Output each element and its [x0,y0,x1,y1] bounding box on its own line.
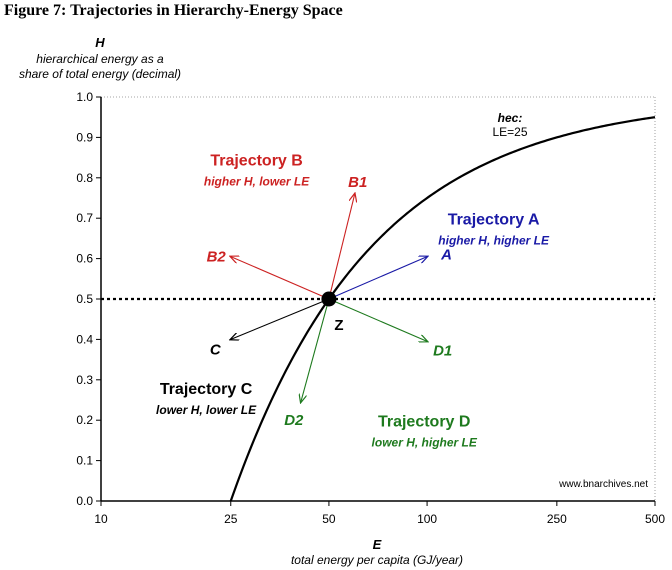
hec-curve [229,116,656,502]
x-tick-label: 500 [645,512,665,526]
arrow-d2 [301,298,330,402]
y-tick-label: 0.4 [76,332,93,346]
x-ticks: 10 25 50 100 250 500 [94,501,665,526]
trajectory-c-title: Trajectory C [160,381,253,398]
arrow-label-d1: D1 [433,342,452,359]
arrow-label-b1: B1 [348,174,367,191]
trajectory-d-subtitle: lower H, higher LE [372,435,478,449]
trajectory-b-subtitle: higher H, lower LE [204,175,310,189]
trajectory-c-subtitle: lower H, lower LE [156,403,257,417]
arrow-c [231,298,330,339]
y-axis-label-line2: share of total energy (decimal) [19,67,181,81]
x-tick-label: 250 [547,512,567,526]
arrow-label-a: A [440,247,452,264]
trajectory-arrows: A B1 B2 C D1 D2 [207,174,453,429]
trajectory-regions: Trajectory A higher H, higher LE Trajector… [156,153,550,450]
arrow-b2 [231,257,330,300]
trajectory-b-title: Trajectory B [210,153,302,170]
origin-label: Z [334,317,343,334]
x-tick-label: 25 [224,512,238,526]
origin-point-z [321,291,337,307]
arrow-d1 [328,298,427,341]
x-axis-letter: E [373,537,382,552]
trajectory-a-title: Trajectory A [448,211,540,228]
y-tick-label: 0.9 [76,130,93,144]
figure-title: Figure 7: Trajectories in Hierarchy-Ener… [4,2,343,19]
arrow-label-d2: D2 [284,412,304,429]
x-tick-label: 10 [94,512,108,526]
y-ticks: 0.0 0.1 0.2 0.3 0.4 0.5 0.6 0.7 0.8 0.9 1.0 [76,90,101,508]
arrow-a [328,257,427,300]
curve-label-value: LE=25 [492,125,527,139]
source-credit: www.bnarchives.net [558,479,648,490]
y-tick-label: 1.0 [76,90,93,104]
y-tick-label: 0.6 [76,252,93,266]
y-tick-label: 0.5 [76,292,93,306]
x-tick-label: 50 [322,512,336,526]
curve-label-title: hec: [498,111,523,125]
y-axis-label-line1: hierarchical energy as a [36,52,164,66]
arrow-b1 [328,194,355,300]
y-tick-label: 0.7 [76,211,93,225]
arrow-label-c: C [210,341,222,358]
y-axis-letter: H [95,35,105,50]
arrow-label-b2: B2 [207,249,227,266]
x-axis-label: total energy per capita (GJ/year) [291,553,463,567]
x-tick-label: 100 [417,512,437,526]
y-tick-label: 0.8 [76,171,93,185]
y-tick-label: 0.0 [76,494,93,508]
y-tick-label: 0.1 [76,454,93,468]
y-tick-label: 0.2 [76,413,93,427]
trajectory-a-subtitle: higher H, higher LE [438,233,550,247]
y-tick-label: 0.3 [76,373,93,387]
trajectory-d-title: Trajectory D [378,413,470,430]
